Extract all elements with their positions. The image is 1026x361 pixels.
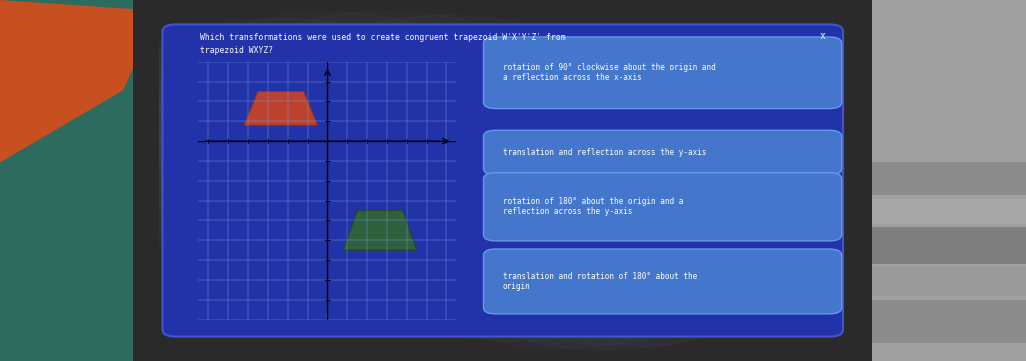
- Bar: [846, 267, 1026, 296]
- Text: x: x: [820, 31, 825, 41]
- Bar: [846, 300, 1026, 343]
- Text: translation and reflection across the y-axis: translation and reflection across the y-…: [503, 148, 706, 157]
- Text: translation and rotation of 180° about the
origin: translation and rotation of 180° about t…: [503, 272, 697, 291]
- Text: rotation of 90° clockwise about the origin and
a reflection across the x-axis: rotation of 90° clockwise about the orig…: [503, 63, 715, 82]
- FancyBboxPatch shape: [483, 173, 841, 241]
- Bar: [133, 0, 872, 361]
- Text: rotation of 180° about the origin and a
reflection across the y-axis: rotation of 180° about the origin and a …: [503, 197, 683, 217]
- Bar: [0, 0, 159, 361]
- FancyBboxPatch shape: [483, 130, 841, 175]
- Polygon shape: [0, 0, 159, 162]
- Bar: [846, 0, 1026, 361]
- Text: trapezoid WXYZ?: trapezoid WXYZ?: [200, 47, 273, 56]
- FancyBboxPatch shape: [483, 37, 841, 109]
- FancyBboxPatch shape: [483, 249, 841, 314]
- Bar: [846, 199, 1026, 224]
- FancyBboxPatch shape: [162, 25, 843, 336]
- Polygon shape: [344, 210, 417, 250]
- Text: Which transformations were used to create congruent trapezoid W'X'Y'Z' from: Which transformations were used to creat…: [200, 33, 566, 42]
- Bar: [846, 227, 1026, 264]
- Bar: [846, 162, 1026, 195]
- Polygon shape: [244, 91, 317, 125]
